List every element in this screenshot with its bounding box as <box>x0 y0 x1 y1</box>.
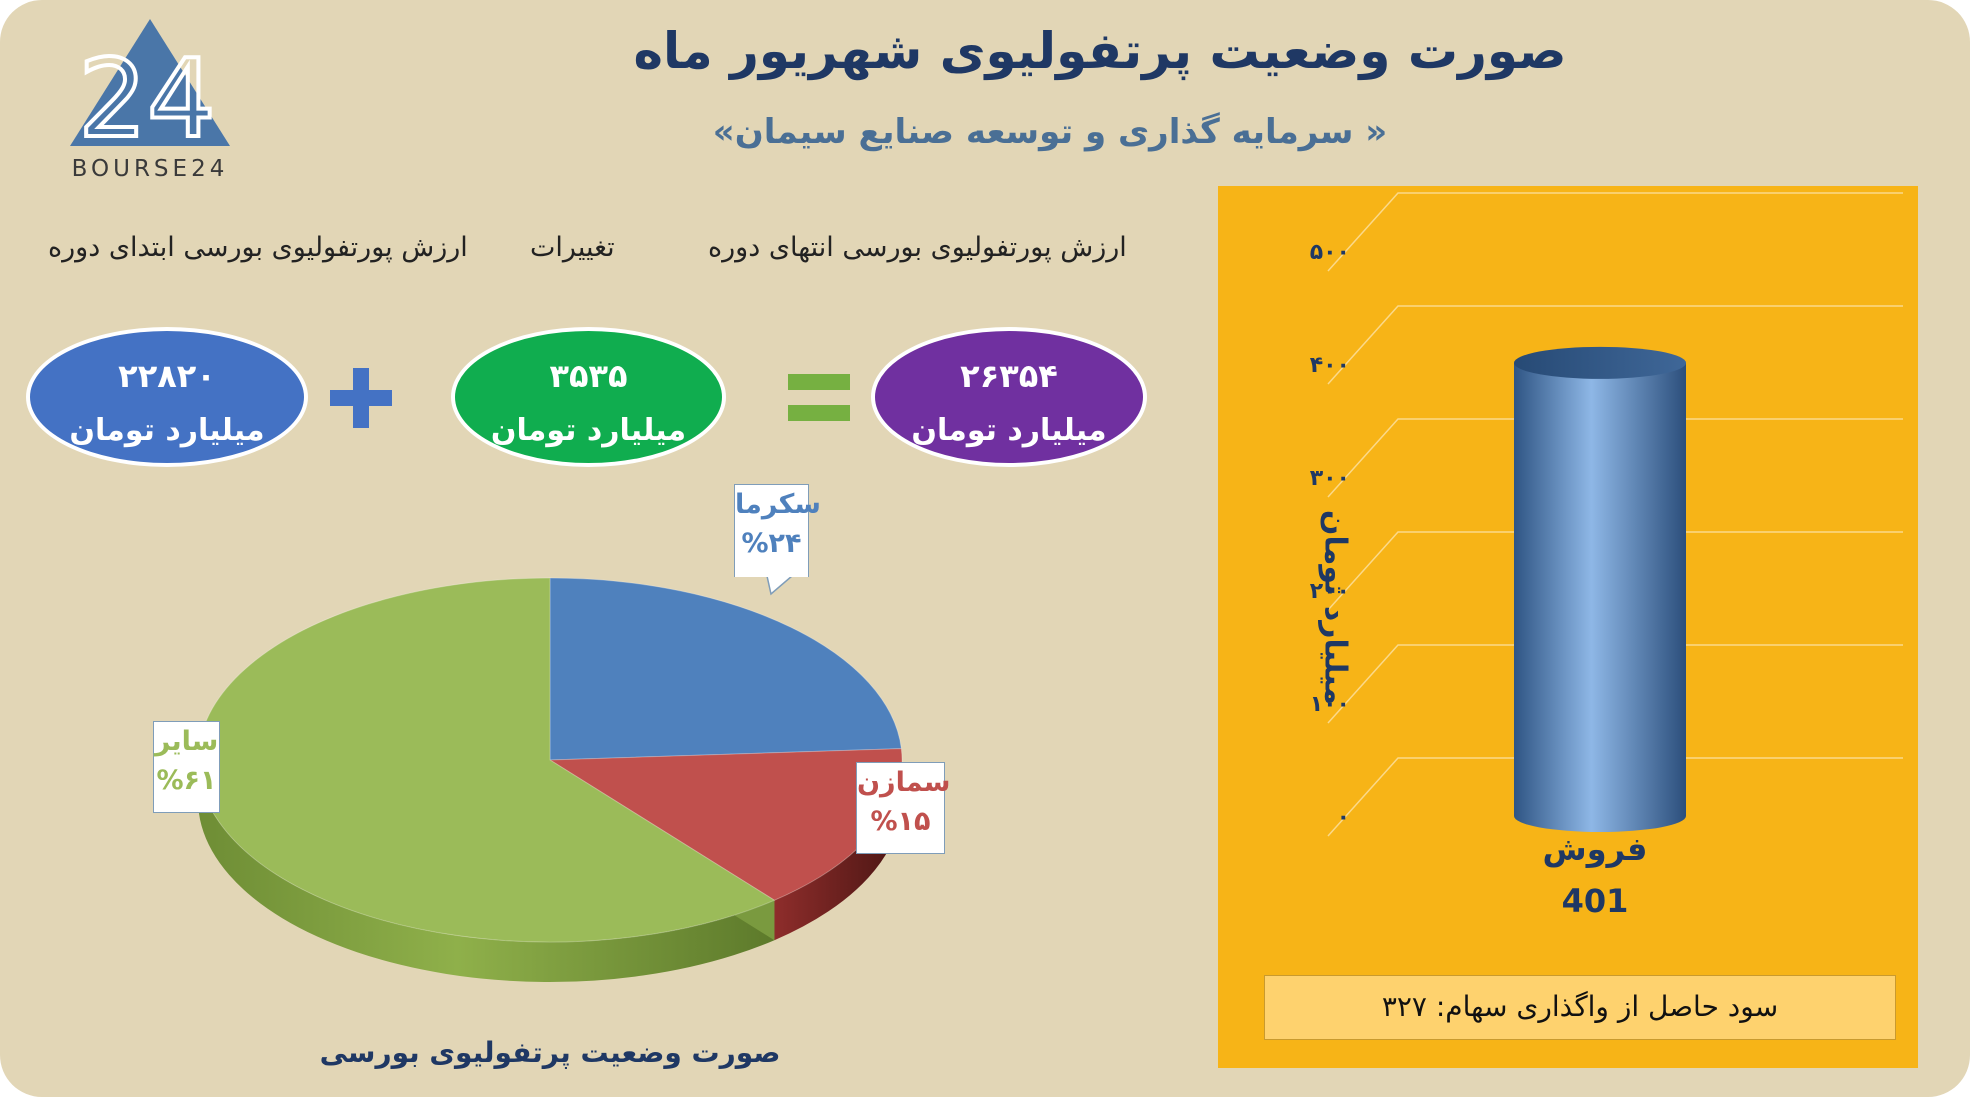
y-tick-label: ۱۰۰ <box>1310 692 1350 717</box>
y-tick-label: ۴۰۰ <box>1310 353 1350 378</box>
slice-label-semazen: سمازن %۱۵ <box>856 762 951 854</box>
start-value-badge: ۲۲۸۲۰ میلیارد تومان <box>26 327 308 467</box>
slice-label-other: سایر %۶۱ <box>153 721 220 813</box>
slice-pct-semazen: %۱۵ <box>870 806 931 837</box>
pie-side-1 <box>774 760 902 941</box>
change-value-badge: ۳۵۳۵ میلیارد تومان <box>451 327 726 467</box>
end-value: ۲۶۳۵۴ <box>960 357 1058 395</box>
y-axis-title: میلیارد تومان <box>1317 509 1353 706</box>
start-value: ۲۲۸۲۰ <box>118 357 216 395</box>
slice-pct-sekrama: %۲۴ <box>741 528 802 559</box>
slice-name-semazen: سمازن <box>857 767 951 798</box>
grid-line-1 <box>1327 644 1903 724</box>
pie-side-2 <box>198 760 775 982</box>
y-tick-label: ۲۰۰ <box>1310 579 1350 604</box>
bourse24-logo: 24 BOURSE24 <box>70 19 230 182</box>
logo-triangle <box>70 19 230 146</box>
pie-chart-title: صورت وضعیت پرتفولیوی بورسی <box>319 1036 781 1069</box>
end-value-label: ارزش پورتفولیوی بورسی انتهای دوره <box>708 232 1127 263</box>
start-value-unit: میلیارد تومان <box>69 413 265 448</box>
grid-line-5 <box>1327 192 1903 272</box>
slice-label-sekrama: سکرما %۲۴ <box>734 484 821 577</box>
equals-icon <box>788 374 850 421</box>
logo-numeral: 24 <box>78 37 215 162</box>
bar-cylinder-top <box>1514 346 1686 379</box>
grid-line-2 <box>1327 531 1903 611</box>
pie-slice-2 <box>197 577 776 943</box>
profit-note: سود حاصل از واگذاری سهام: ۳۲۷ <box>1264 975 1896 1040</box>
page-title: صورت وضعیت پرتفولیوی شهریور ماه <box>633 22 1567 80</box>
y-tick-label: ۵۰۰ <box>1310 240 1350 265</box>
slice-name-sekrama: سکرما <box>735 489 821 520</box>
grid-line-0 <box>1327 757 1903 837</box>
logo-text: BOURSE24 <box>72 156 229 182</box>
change-value: ۳۵۳۵ <box>549 357 628 395</box>
bar-cylinder-body <box>1514 362 1686 832</box>
end-value-badge: ۲۶۳۵۴ میلیارد تومان <box>871 327 1147 467</box>
change-value-unit: میلیارد تومان <box>490 413 687 448</box>
slice-pct-other: %۶۱ <box>156 765 217 796</box>
bar-chart: ۰ ۱۰۰ ۲۰۰ ۳۰۰ ۴۰۰ ۵۰۰ <box>1310 192 1903 837</box>
pie-chart <box>197 577 903 982</box>
slice-name-other: سایر <box>154 726 219 757</box>
change-label: تغییرات <box>530 232 615 263</box>
y-tick-label: ۰ <box>1337 805 1350 830</box>
bar-value-label: 401 <box>1561 882 1629 920</box>
plus-icon <box>330 368 392 428</box>
end-value-unit: میلیارد تومان <box>911 413 1107 448</box>
pie-slice-0 <box>549 577 902 761</box>
grid-line-4 <box>1327 305 1903 385</box>
y-tick-label: ۳۰۰ <box>1310 466 1350 491</box>
bar-category-label: فروش <box>1542 830 1648 868</box>
company-subtitle: «سرمایه گذاری و توسعه صنایع سیمان » <box>712 112 1388 152</box>
grid-line-3 <box>1327 418 1903 498</box>
start-value-label: ارزش پورتفولیوی بورسی ابتدای دوره <box>48 232 468 263</box>
